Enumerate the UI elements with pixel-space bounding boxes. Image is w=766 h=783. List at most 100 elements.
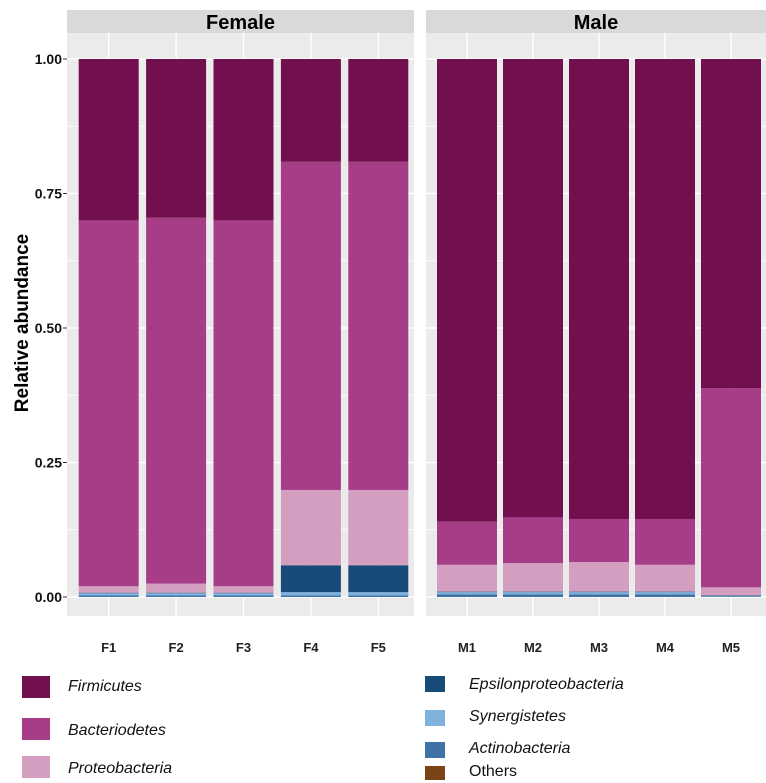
bar-segment-m2-bacteriodetes [503,517,563,564]
y-tick-label-3: 0.75 [35,186,62,202]
bar-segment-f2-actinobacteria [146,595,207,597]
bar-segment-m3-synergistetes [569,592,629,595]
bar-segment-f5-synergistetes [348,592,409,596]
bar-segment-m4-actinobacteria [635,594,695,597]
bar-segment-m5-synergistetes [701,595,761,597]
bar-segment-m4-synergistetes [635,592,695,595]
bar-segment-f3-epsilonproteobacteria [213,592,274,594]
bar-segment-f4-synergistetes [280,592,341,596]
bar-segment-m1-synergistetes [437,592,497,595]
legend-swatch-synergistetes [425,710,445,726]
bar-segment-m1-bacteriodetes [437,521,497,565]
panel-strip-male [426,10,766,33]
x-tick-label-m5: M5 [722,640,740,655]
bar-segment-f5-proteobacteria [348,489,409,566]
bar-segment-m1-epsilonproteobacteria [437,591,497,593]
x-tick-label-m2: M2 [524,640,542,655]
legend-label-bacteriodetes: Bacteriodetes [68,722,166,739]
bar-segment-f4-proteobacteria [280,489,341,566]
bar-segment-f3-proteobacteria [213,586,274,593]
y-tick-label-1: 0.25 [35,455,62,471]
bar-segment-m4-bacteriodetes [635,518,695,565]
bar-segment-f4-epsilonproteobacteria [280,565,341,593]
strip-layer: Female Male [67,10,766,34]
panel-strip-female [67,10,414,33]
bars-layer [78,59,761,597]
bar-segment-f3-actinobacteria [213,595,274,597]
bar-segment-f4-bacteriodetes [280,161,341,490]
legend-label-firmicutes: Firmicutes [68,678,142,695]
bar-segment-f3-bacteriodetes [213,220,274,587]
legend-swatch-bacteriodetes [22,718,50,740]
legend-swatch-proteobacteria [22,756,50,778]
bar-segment-m4-firmicutes [635,59,695,519]
bar-segment-f2-proteobacteria [146,583,207,593]
bar-segment-f4-actinobacteria [280,595,341,597]
bar-segment-m2-proteobacteria [503,563,563,592]
legend-label-synergistetes: Synergistetes [469,708,566,725]
bar-segment-f1-synergistetes [78,593,139,596]
legend-swatch-epsilonproteobacteria [425,676,445,692]
x-tick-label-m3: M3 [590,640,608,655]
x-tick-label-m1: M1 [458,640,476,655]
bar-segment-m2-actinobacteria [503,594,563,597]
bar-segment-f1-bacteriodetes [78,220,139,587]
legend-label-others: Others [469,763,518,780]
x-tick-label-f3: F3 [236,640,251,655]
bar-segment-f2-synergistetes [146,593,207,596]
bar-segment-m2-synergistetes [503,592,563,595]
x-tick-label-f5: F5 [371,640,386,655]
bar-segment-m3-bacteriodetes [569,518,629,563]
bar-segment-f4-firmicutes [280,59,341,162]
stacked-bar-chart: F1 F2 F3 F4 F5 M1 M2 M3 M4 M5 0.00 0.25 0.50 0.75 1.00… [12,10,766,655]
bar-segment-m2-firmicutes [503,59,563,518]
x-tick-label-f2: F2 [169,640,184,655]
bar-segment-m3-epsilonproteobacteria [569,591,629,593]
y-axis-label: Relative abundance [12,234,33,412]
legend-swatch-actinobacteria [425,742,445,758]
bar-segment-f2-bacteriodetes [146,217,207,584]
legend-swatch-others [425,766,445,780]
bar-segment-m1-actinobacteria [437,594,497,597]
bar-segment-m5-actinobacteria [701,596,761,597]
bar-segment-m5-proteobacteria [701,587,761,596]
legend: Firmicutes Bacteriodetes Proteobacteria … [0,672,766,783]
bar-segment-m3-firmicutes [569,59,629,519]
legend-label-proteobacteria: Proteobacteria [68,760,173,777]
bar-segment-f3-synergistetes [213,593,274,596]
y-tick-label-4: 1.00 [35,51,62,67]
bar-segment-f5-actinobacteria [348,595,409,597]
bar-segment-f1-proteobacteria [78,586,139,593]
legend-label-epsilonproteobacteria: Epsilonproteobacteria [469,676,624,693]
bar-segment-m5-epsilonproteobacteria [701,595,761,596]
bar-segment-m3-actinobacteria [569,594,629,597]
bar-segment-m5-firmicutes [701,59,761,389]
bar-segment-f1-firmicutes [78,59,139,221]
bar-segment-f3-firmicutes [213,59,274,221]
x-tick-label-f1: F1 [101,640,116,655]
panel-title-female: Female [206,12,275,34]
y-tick-label-2: 0.50 [35,320,62,336]
bar-segment-f2-epsilonproteobacteria [146,592,207,594]
bar-segment-m1-firmicutes [437,59,497,522]
ticks-layer: F1 F2 F3 F4 F5 M1 M2 M3 M4 M5 0.00 0.25 0.50 0.75 1.00 [35,51,740,655]
bar-segment-f5-bacteriodetes [348,161,409,490]
x-tick-label-m4: M4 [656,640,675,655]
bar-segment-f1-actinobacteria [78,595,139,597]
legend-label-actinobacteria: Actinobacteria [469,740,571,757]
y-tick-label-0: 0.00 [35,589,62,605]
bar-segment-m4-proteobacteria [635,564,695,592]
bar-segment-m2-epsilonproteobacteria [503,591,563,593]
bar-segment-m3-proteobacteria [569,562,629,592]
bar-segment-m1-proteobacteria [437,564,497,592]
bar-segment-f5-firmicutes [348,59,409,162]
legend-swatch-firmicutes [22,676,50,698]
bar-segment-m5-bacteriodetes [701,388,761,588]
panel-title-male: Male [574,12,618,34]
bar-segment-f1-epsilonproteobacteria [78,592,139,594]
bar-segment-f2-firmicutes [146,59,207,218]
x-tick-label-f4: F4 [303,640,319,655]
bar-segment-m4-epsilonproteobacteria [635,591,695,593]
bar-segment-f5-epsilonproteobacteria [348,565,409,593]
